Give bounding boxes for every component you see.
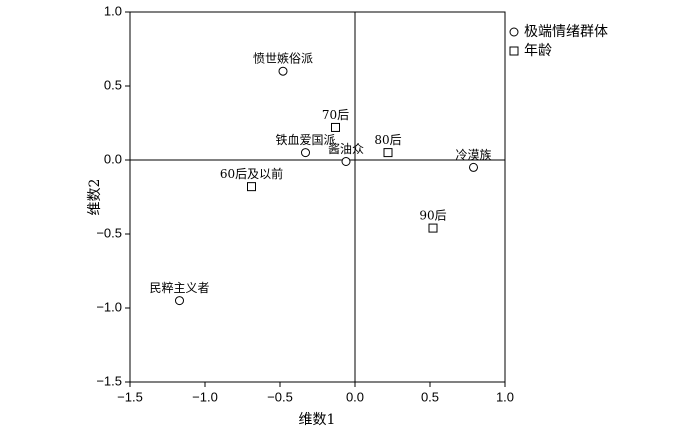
y-tick-label: −1.5 <box>96 373 122 388</box>
point-label: 80后 <box>374 133 401 147</box>
y-tick-label: 0.0 <box>104 151 122 166</box>
x-tick-label: −0.5 <box>267 389 293 404</box>
legend-label: 极端情绪群体 <box>524 24 608 40</box>
legend-label: 年龄 <box>524 43 552 59</box>
y-tick-label: −1.0 <box>96 299 122 314</box>
point <box>175 296 184 306</box>
x-tick-label: −1.0 <box>192 389 218 404</box>
point-label: 60后及以前 <box>220 166 283 181</box>
point-label: 70后 <box>322 108 349 122</box>
legend-marker <box>509 46 519 56</box>
y-tick-label: −0.5 <box>96 225 122 240</box>
point <box>383 148 393 158</box>
y-axis-label: 维数2 <box>87 179 103 216</box>
point <box>278 66 288 76</box>
legend-marker <box>509 27 519 37</box>
x-tick-label: 1.0 <box>496 389 514 404</box>
point <box>469 162 478 172</box>
point-label: 民粹主义者 <box>149 281 209 295</box>
x-tick-label: 0.5 <box>421 389 439 404</box>
point-label: 冷漠族 <box>455 148 491 162</box>
point <box>341 156 351 166</box>
y-tick-label: 0.5 <box>104 77 122 92</box>
point-label: 铁血爱国派 <box>275 133 335 147</box>
x-tick-label: −1.5 <box>117 389 143 404</box>
point <box>301 148 310 158</box>
x-axis-label: 维数1 <box>299 412 336 428</box>
point <box>247 182 256 192</box>
point-label: 愤世嫉俗派 <box>253 51 313 66</box>
x-tick-label: 0.0 <box>346 389 364 404</box>
plot-frame <box>129 11 506 383</box>
point-label: 90后 <box>419 209 446 223</box>
point <box>428 223 438 233</box>
point <box>331 122 340 132</box>
point-label: 酱油众 <box>328 141 364 156</box>
y-tick-label: 1.0 <box>104 3 122 18</box>
